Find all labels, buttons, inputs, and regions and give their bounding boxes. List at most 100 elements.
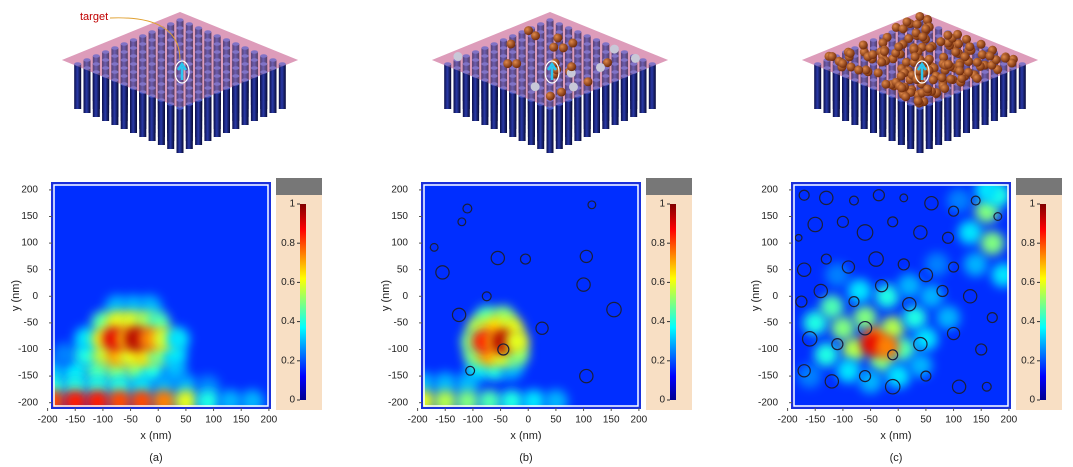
pillar [889,96,896,141]
pillar [861,84,868,129]
particle [583,77,592,86]
pillar [500,88,507,133]
x-tick-label: -150 [805,415,825,426]
y-tick-label: 150 [761,211,778,222]
pillar [537,104,544,149]
pillar [870,88,877,133]
y-tick-label: -50 [764,318,779,329]
y-tick-label: 50 [27,264,39,275]
particle [973,74,982,83]
hotspot [848,279,872,303]
panel-label: (a) [149,452,162,464]
pillar [121,84,128,129]
particle [868,50,877,59]
pillar [898,100,905,145]
particle [631,54,640,63]
y-tick-label: 50 [397,264,409,275]
heatmap-bg [422,183,640,408]
pillar [982,80,989,125]
colorbar [1040,204,1046,400]
pillar [612,80,619,125]
pillar [111,80,118,125]
particle [880,47,889,56]
particle [1001,54,1010,63]
hotspot [500,390,524,414]
particle [453,52,462,61]
y-tick-label: 150 [21,211,38,222]
y-tick-label: -150 [758,371,778,382]
y-axis-label: y (nm) [10,280,22,311]
pillar-array: target [62,11,298,153]
particle [977,40,986,49]
y-tick-label: -150 [18,371,38,382]
pillar [74,64,81,109]
hotspot [947,189,971,213]
x-tick-label: 50 [550,415,562,426]
particle [503,59,512,68]
y-tick-label: -150 [388,371,408,382]
x-axis-label: x (nm) [880,430,911,442]
y-tick-label: -200 [758,397,778,408]
pillar [139,92,146,137]
x-tick-label: 150 [603,415,620,426]
particle [915,12,924,21]
hotspot [411,390,435,414]
y-tick-label: 100 [391,238,408,249]
panel-label: (c) [890,452,903,464]
pillar [279,64,286,109]
hotspot [886,364,910,388]
x-tick-label: 0 [525,415,531,426]
colorbar-tick-label: 1 [1029,199,1035,210]
hotspot [831,316,855,340]
colorbar-tick-label: 0 [1029,395,1035,406]
y-tick-label: 50 [767,264,779,275]
y-tick-label: -200 [18,397,38,408]
x-tick-label: -100 [833,415,853,426]
colorbar [300,204,306,400]
pillar [879,92,886,137]
particle [955,66,964,75]
colorbar-tick-label: 0.8 [1021,238,1035,249]
x-axis-label: x (nm) [140,430,171,442]
pillar [102,76,109,121]
y-axis-label: y (nm) [380,280,392,311]
y-tick-label: -50 [24,318,39,329]
colorbar-tick-label: 1 [659,199,665,210]
y-tick-label: -50 [394,318,409,329]
annotation: target [80,11,108,23]
particle [549,43,558,52]
pillar [93,72,100,117]
particle [506,39,515,48]
x-tick-label: 0 [895,415,901,426]
hotspot [825,263,849,287]
colorbar-tick-label: 0.2 [651,355,665,366]
particle [894,42,903,51]
particle [944,60,953,69]
particle [913,20,922,29]
pillar [602,84,609,129]
x-tick-label: 150 [973,415,990,426]
hotspot [980,231,1004,255]
pillar-array [802,12,1038,153]
particle [877,58,886,67]
x-tick-label: 50 [920,415,932,426]
heatmap [41,183,270,414]
hotspot [908,353,932,377]
particle [901,92,910,101]
hotspot [522,390,546,414]
pillar [204,96,211,141]
heatmap [411,183,640,414]
hotspot [991,263,1015,287]
hotspot [958,220,982,244]
colorbar-header [1016,178,1062,195]
pillar [621,76,628,121]
particle [881,80,890,89]
pillar [509,92,516,137]
particle [559,43,568,52]
pillar [556,104,563,149]
y-tick-label: 200 [391,185,408,196]
pillar [630,72,637,117]
y-axis-label: y (nm) [750,280,762,311]
pillar [242,80,249,125]
pillar [851,80,858,125]
